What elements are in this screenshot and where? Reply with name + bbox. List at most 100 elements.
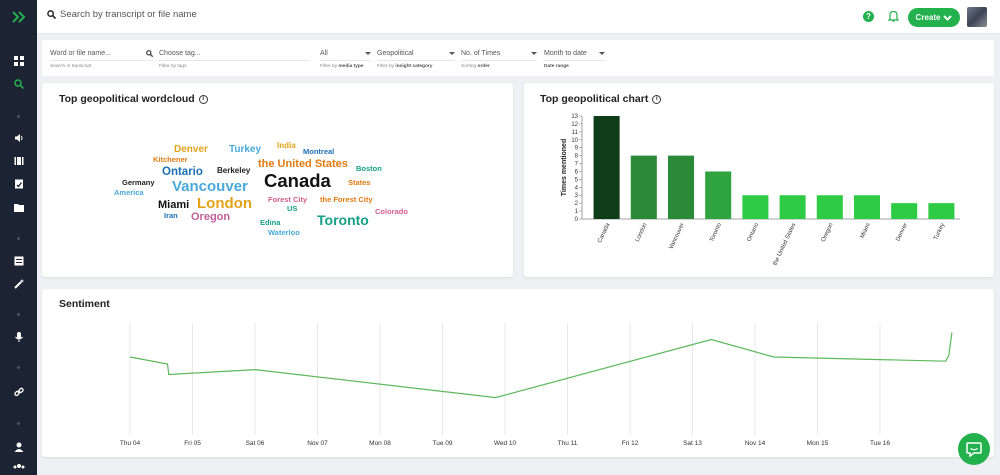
sidebar-separator-5 bbox=[0, 412, 37, 434]
filter-value: Word or file name... bbox=[50, 50, 111, 57]
wordcloud-word[interactable]: US bbox=[287, 204, 298, 213]
filter-date-range[interactable]: Month to date Date range bbox=[544, 50, 605, 69]
link-icon[interactable] bbox=[0, 381, 37, 403]
bar bbox=[816, 195, 843, 219]
wordcloud-word[interactable]: Kitchener bbox=[153, 155, 188, 164]
bar bbox=[853, 195, 881, 219]
sentiment-chart: Thu 04 Fri 05 Sat 06 Nov 07 Mon 08 Tue 09 Wed … bbox=[120, 323, 953, 447]
wordcloud: Denver Turkey India Montreal Kitchener the Un… bbox=[42, 83, 513, 277]
y-tick-label: 13 bbox=[571, 114, 578, 120]
y-tick-label: 0 bbox=[575, 217, 579, 223]
filter-media-type[interactable]: All Filter by media type bbox=[320, 50, 371, 69]
filter-bar: Word or file name... Search in transcrip… bbox=[42, 40, 994, 76]
y-tick-label: 6 bbox=[575, 169, 579, 175]
audio-icon[interactable] bbox=[0, 127, 37, 149]
wordcloud-word[interactable]: Oregon bbox=[191, 211, 231, 223]
y-axis-label: Times mentioned bbox=[561, 139, 568, 196]
bar bbox=[742, 195, 769, 219]
x-tick-label: Miami bbox=[860, 222, 872, 239]
bar bbox=[928, 203, 955, 219]
top-bar: ? Create bbox=[37, 0, 1000, 34]
wordcloud-word[interactable]: America bbox=[114, 188, 144, 197]
wordcloud-word[interactable]: the Forest City bbox=[320, 195, 373, 204]
filter-insight-category[interactable]: Geopolitical Filter by insight category bbox=[377, 50, 455, 69]
x-tick-label: Thu 04 bbox=[120, 440, 141, 447]
wordcloud-word[interactable]: Iran bbox=[164, 211, 178, 220]
bar bbox=[891, 203, 918, 219]
wordcloud-word[interactable]: Edina bbox=[260, 218, 281, 227]
video-icon[interactable] bbox=[0, 150, 37, 172]
wordcloud-word[interactable]: Denver bbox=[174, 144, 208, 155]
bar bbox=[667, 155, 695, 219]
search-input[interactable] bbox=[60, 9, 360, 20]
y-tick-label: 8 bbox=[575, 154, 579, 160]
global-search[interactable] bbox=[47, 9, 360, 20]
wordcloud-word[interactable]: Montreal bbox=[303, 147, 335, 156]
document-icon[interactable] bbox=[0, 173, 37, 195]
x-tick-label: Vancouver bbox=[668, 222, 685, 250]
filter-hint: Filter by tags bbox=[159, 64, 187, 69]
filter-hint: Search in transcript bbox=[50, 64, 92, 69]
magic-wand-icon[interactable] bbox=[0, 273, 37, 295]
search-icon bbox=[146, 50, 153, 57]
wordcloud-card: Top geopolitical wordcloud i Denver Turkey… bbox=[42, 83, 513, 277]
microphone-icon[interactable] bbox=[0, 326, 37, 348]
x-tick-label: Canada bbox=[597, 222, 612, 244]
avatar[interactable] bbox=[967, 7, 987, 27]
filter-hint: Sorting order bbox=[461, 64, 490, 69]
y-tick-label: 2 bbox=[575, 201, 579, 207]
wordcloud-word[interactable]: Waterloo bbox=[268, 228, 300, 237]
y-tick-label: 1 bbox=[575, 209, 579, 215]
bar bbox=[593, 116, 620, 219]
wordcloud-word[interactable]: Toronto bbox=[317, 212, 369, 228]
wordcloud-word[interactable]: Boston bbox=[356, 164, 382, 173]
filter-value: Choose tag... bbox=[159, 50, 201, 57]
wordcloud-word[interactable]: London bbox=[197, 195, 252, 212]
filter-tags[interactable]: Choose tag... Filter by tags bbox=[159, 50, 309, 69]
bell-icon[interactable] bbox=[888, 10, 899, 22]
create-button[interactable]: Create bbox=[908, 8, 960, 27]
filter-value: Month to date bbox=[544, 50, 587, 57]
y-tick-label: 4 bbox=[575, 185, 579, 191]
filter-sorting-order[interactable]: No. of Times Sorting order bbox=[461, 50, 537, 69]
wordcloud-word[interactable]: States bbox=[348, 178, 371, 187]
wordcloud-word[interactable]: Germany bbox=[122, 178, 155, 187]
info-icon[interactable]: i bbox=[652, 94, 662, 104]
team-icon[interactable] bbox=[0, 456, 37, 475]
wordcloud-word[interactable]: Ontario bbox=[162, 166, 203, 178]
logo[interactable] bbox=[0, 0, 37, 34]
filter-value: All bbox=[320, 50, 328, 57]
sidebar bbox=[0, 0, 37, 475]
wordcloud-word[interactable]: Berkeley bbox=[217, 166, 251, 175]
wordcloud-word[interactable]: Colorado bbox=[375, 207, 408, 216]
info-icon[interactable]: i bbox=[198, 94, 208, 104]
x-tick-label: the United States bbox=[773, 222, 798, 266]
user-icon[interactable] bbox=[0, 436, 37, 458]
x-tick-label: Mon 15 bbox=[807, 440, 829, 447]
search-insights-icon[interactable] bbox=[0, 73, 37, 95]
wordcloud-word[interactable]: Turkey bbox=[229, 144, 262, 155]
dashboard-icon[interactable] bbox=[0, 50, 37, 72]
list-icon[interactable] bbox=[0, 250, 37, 272]
wordcloud-word[interactable]: Canada bbox=[264, 170, 331, 191]
bar bbox=[779, 195, 806, 219]
y-tick-label: 7 bbox=[575, 162, 579, 168]
wordcloud-word[interactable]: India bbox=[277, 141, 296, 150]
x-tick-label: Ontario bbox=[746, 222, 760, 243]
filter-value: Geopolitical bbox=[377, 50, 414, 57]
wordcloud-word[interactable]: Miami bbox=[158, 199, 190, 211]
x-tick-label: Sat 13 bbox=[683, 440, 702, 447]
sidebar-separator-3 bbox=[0, 303, 37, 325]
x-tick-label: Tue 09 bbox=[433, 440, 453, 447]
wordcloud-word[interactable]: Vancouver bbox=[172, 178, 248, 195]
filter-transcript-search[interactable]: Word or file name... Search in transcrip… bbox=[50, 50, 153, 69]
chat-button[interactable] bbox=[958, 433, 990, 465]
search-icon bbox=[47, 10, 56, 19]
x-tick-label: Oregon bbox=[821, 222, 835, 243]
wordcloud-word[interactable]: Forest City bbox=[268, 195, 308, 204]
help-icon[interactable]: ? bbox=[863, 11, 874, 22]
folder-icon[interactable] bbox=[0, 196, 37, 218]
logo-icon bbox=[11, 11, 25, 23]
wordcloud-word[interactable]: the United States bbox=[258, 158, 348, 170]
